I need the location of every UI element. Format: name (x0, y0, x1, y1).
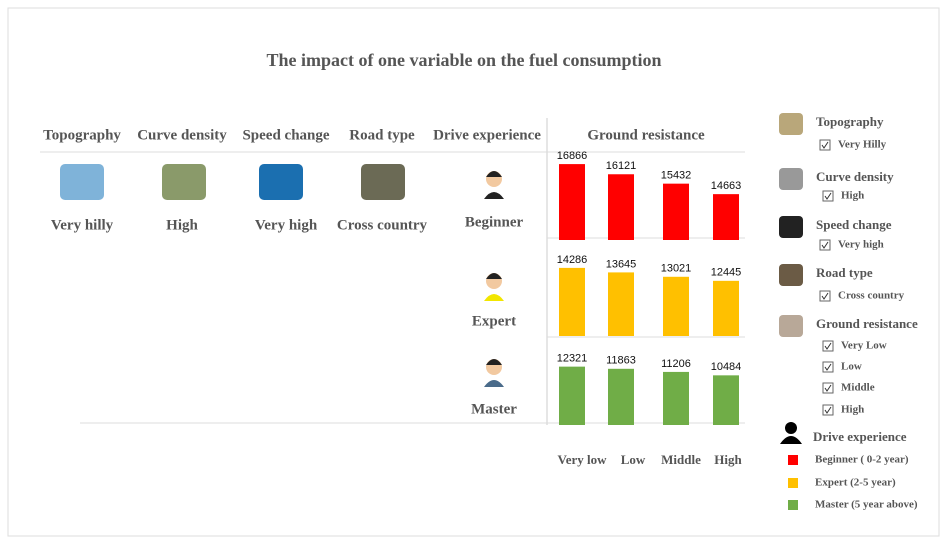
bar (608, 174, 634, 240)
filter-option: High (841, 404, 864, 416)
checkbox[interactable] (820, 240, 830, 250)
bar (608, 369, 634, 425)
legend-icon (780, 436, 802, 444)
series-name: Expert (472, 313, 516, 329)
dashboard: The impact of one variable on the fuel c… (0, 0, 947, 539)
driver-icon (486, 359, 502, 365)
checkbox[interactable] (823, 362, 833, 372)
value-label: 15432 (661, 170, 692, 182)
filter-icon (779, 216, 803, 238)
bar (713, 375, 739, 425)
checkbox[interactable] (823, 191, 833, 201)
filter-option: Cross country (838, 290, 905, 302)
value-label: 10484 (711, 361, 742, 373)
legend-label: Expert (2-5 year) (815, 477, 896, 489)
icon (60, 164, 104, 200)
icon (259, 164, 303, 200)
legend-label: Master (5 year above) (815, 499, 918, 511)
value-label: 11206 (661, 358, 691, 370)
filter-title: Curve density (816, 169, 894, 184)
checkbox[interactable] (820, 291, 830, 301)
bar (713, 194, 739, 240)
value-label: 12445 (711, 267, 742, 279)
filter-option: High (841, 190, 864, 202)
bar (559, 164, 585, 240)
filter-option: Very high (838, 239, 884, 251)
value-label: 16866 (557, 150, 588, 162)
checkbox[interactable] (823, 405, 833, 415)
column-header: Road type (349, 127, 415, 143)
legend-swatch (788, 500, 798, 510)
filter-option: Very Low (841, 340, 887, 352)
filter-option: Very Hilly (838, 139, 887, 151)
column-header: Drive experience (433, 127, 541, 143)
column-header: Topography (43, 127, 121, 143)
selected-value: High (166, 217, 198, 233)
driver-icon (484, 294, 504, 301)
value-label: 12321 (557, 353, 588, 365)
filter-title: Speed change (816, 217, 892, 232)
selected-value: Very high (255, 217, 318, 233)
value-label: 13021 (661, 263, 692, 275)
bar (559, 367, 585, 425)
column-header: Curve density (137, 127, 227, 143)
legend-icon (785, 422, 797, 434)
icon (162, 164, 206, 200)
series-name: Beginner (465, 214, 524, 230)
filter-option: Low (841, 361, 862, 373)
selected-value: Cross country (337, 217, 428, 233)
column-header: Speed change (242, 127, 329, 143)
bar (608, 272, 634, 336)
driver-icon (486, 273, 502, 279)
driver-icon (486, 171, 502, 177)
filter-title: Topography (816, 114, 884, 129)
x-tick-label: Middle (661, 452, 701, 467)
bar (559, 268, 585, 336)
filter-icon (779, 168, 803, 190)
filter-icon (779, 113, 803, 135)
series-name: Master (471, 401, 517, 417)
value-label: 14286 (557, 254, 588, 266)
checkbox[interactable] (823, 383, 833, 393)
bar (663, 277, 689, 336)
checkbox[interactable] (823, 341, 833, 351)
legend-label: Beginner ( 0-2 year) (815, 454, 909, 466)
filter-option: Middle (841, 382, 875, 394)
icon (361, 164, 405, 200)
filter-title: Road type (816, 265, 873, 280)
x-tick-label: Very low (558, 452, 608, 467)
title: The impact of one variable on the fuel c… (266, 50, 661, 70)
value-label: 11863 (606, 355, 636, 367)
legend-title: Drive experience (813, 429, 907, 444)
value-label: 16121 (606, 160, 637, 172)
value-label: 13645 (606, 258, 637, 270)
bar (663, 184, 689, 240)
checkbox[interactable] (820, 140, 830, 150)
value-label: 14663 (711, 180, 742, 192)
legend-swatch (788, 455, 798, 465)
bar (713, 281, 739, 336)
driver-icon (484, 380, 504, 387)
selected-value: Very hilly (51, 217, 114, 233)
filter-icon (779, 264, 803, 286)
filter-title: Ground resistance (816, 316, 918, 331)
filter-icon (779, 315, 803, 337)
bar (663, 372, 689, 425)
legend-swatch (788, 478, 798, 488)
x-tick-label: Low (621, 452, 646, 467)
x-tick-label: High (714, 452, 742, 467)
column-header: Ground resistance (587, 127, 705, 143)
driver-icon (484, 192, 504, 199)
